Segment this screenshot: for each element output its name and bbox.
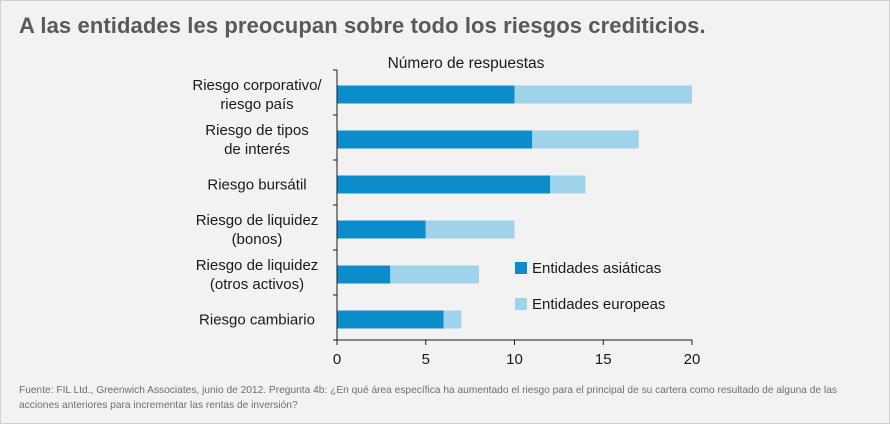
legend-swatch-european (515, 298, 527, 310)
category-label: Riesgo cambiario (199, 312, 315, 329)
legend-label-european: Entidades europeas (532, 296, 665, 313)
category-label: (bonos) (232, 231, 283, 248)
bar-european-2 (550, 175, 586, 194)
bar-european-0 (514, 85, 692, 104)
legend-label-asian: Entidades asiáticas (532, 260, 661, 277)
bar-asian-1 (337, 130, 533, 149)
category-label: Riesgo de liquidez (196, 257, 319, 274)
bar-asian-2 (337, 175, 550, 194)
category-label: Riesgo de tipos (205, 122, 308, 139)
figure-title: A las entidades les preocupan sobre todo… (19, 13, 706, 38)
bar-european-3 (425, 220, 515, 239)
bar-european-4 (390, 265, 479, 284)
chart-title: Número de respuestas (388, 55, 545, 72)
x-tick-label: 15 (595, 351, 612, 368)
source-note: Fuente: FIL Ltd., Greenwich Associates, … (19, 385, 837, 411)
bar-asian-3 (337, 220, 426, 239)
category-label: Riesgo corporativo/ (192, 77, 322, 94)
bar-european-5 (443, 310, 462, 329)
x-tick-label: 5 (422, 351, 430, 368)
bar-asian-5 (337, 310, 444, 329)
category-label: de interés (224, 141, 290, 158)
bar-asian-4 (337, 265, 391, 284)
bar-european-1 (532, 130, 639, 149)
category-label: (otros activos) (210, 276, 304, 293)
x-tick-label: 0 (333, 351, 341, 368)
category-label: Riesgo bursátil (207, 177, 306, 194)
legend-swatch-asian (515, 262, 527, 274)
category-label: Riesgo de liquidez (196, 212, 319, 229)
category-label: riesgo país (220, 96, 293, 113)
bar-asian-0 (337, 85, 515, 104)
x-tick-label: 20 (684, 351, 701, 368)
x-tick-label: 10 (506, 351, 523, 368)
